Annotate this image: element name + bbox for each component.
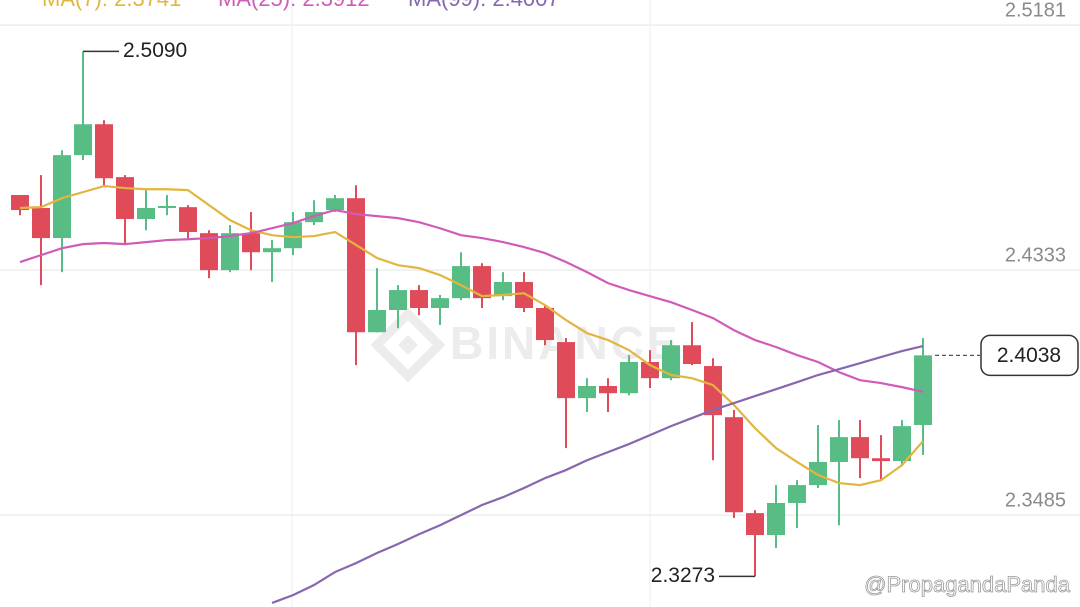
ma-line <box>19 184 924 487</box>
candle-body <box>158 205 176 209</box>
candle-body <box>557 342 575 399</box>
candle-body <box>116 177 134 219</box>
y-tick-label: 2.3485 <box>1005 489 1066 511</box>
candle-body <box>179 207 197 232</box>
legend-entry: MA(7): 2.3741 <box>42 0 181 11</box>
candle-body <box>473 266 491 299</box>
ma-line <box>19 208 924 393</box>
candle-body <box>704 366 722 416</box>
candle-body <box>767 502 785 536</box>
y-tick-label: 2.4333 <box>1005 244 1066 266</box>
candle-body <box>200 233 218 271</box>
legend-entry: MA(25): 2.3912 <box>218 0 370 11</box>
watermark-logo <box>370 307 446 383</box>
high-label: 2.5090 <box>123 39 187 62</box>
candle-body <box>137 208 155 219</box>
candle-body <box>242 233 260 253</box>
candle-body <box>599 385 617 394</box>
candle-body <box>788 485 806 503</box>
candle-body <box>683 345 701 365</box>
candle-body <box>914 355 932 425</box>
candle-body <box>389 290 407 311</box>
candle-body <box>578 385 596 399</box>
candle-body <box>893 426 911 462</box>
candle-body <box>662 345 680 379</box>
candle-body <box>32 208 50 239</box>
low-label: 2.3273 <box>651 564 715 587</box>
price-label: 2.4038 <box>997 344 1061 367</box>
candle-body <box>872 458 890 462</box>
candle-body <box>11 195 29 211</box>
candle-body <box>347 198 365 333</box>
ma-line <box>271 345 924 604</box>
candle-body <box>515 281 533 308</box>
candle-body <box>452 266 470 299</box>
candle-body <box>74 124 92 156</box>
candle-body <box>746 513 764 536</box>
price-tag <box>980 334 1079 377</box>
candle-body <box>494 281 512 297</box>
candle-body <box>53 155 71 239</box>
candle-body <box>809 461 827 486</box>
credit: @PropagandaPanda <box>864 572 1071 597</box>
candle-body <box>368 310 386 333</box>
candle-body <box>431 298 449 308</box>
candle-body <box>725 417 743 513</box>
candle-body <box>830 437 848 462</box>
candle-body <box>620 362 638 394</box>
y-tick-label: 2.5181 <box>1005 0 1066 21</box>
candle-body <box>326 198 344 211</box>
candle-body <box>641 362 659 379</box>
candle-body <box>536 307 554 341</box>
candle-body <box>263 248 281 253</box>
candle-body <box>851 437 869 459</box>
candle-body <box>95 124 113 179</box>
legend-entry: MA(99): 2.4007 <box>408 0 560 11</box>
candle-body <box>410 290 428 308</box>
candle-body <box>221 233 239 271</box>
candle-body <box>284 222 302 249</box>
